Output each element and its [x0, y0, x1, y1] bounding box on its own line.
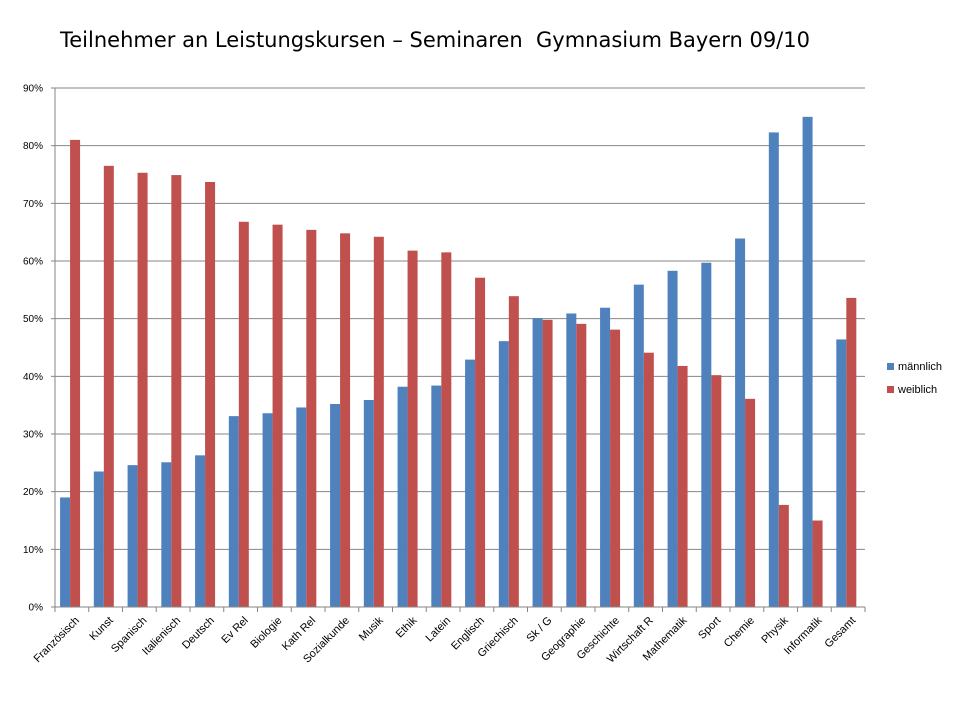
bar-maennlich [60, 497, 71, 607]
bar-weiblich [745, 398, 756, 607]
x-tick-label: Kunst [87, 615, 115, 643]
bar-weiblich [475, 277, 486, 607]
bar-weiblich [711, 375, 722, 607]
legend-label: weiblich [897, 384, 937, 396]
gridlines [55, 87, 865, 550]
y-tick-labels: 0% 10% 20% 30% 40% 50% 60% 70% 80% 90% [23, 84, 43, 614]
x-tick-label: Latein [424, 615, 454, 645]
bar-maennlich [701, 262, 712, 607]
bar-weiblich [407, 250, 418, 607]
bar-maennlich [363, 399, 374, 607]
bar-weiblich [272, 224, 283, 608]
bars [60, 116, 857, 608]
x-tick-label: Chemie [722, 615, 757, 650]
bar-maennlich [600, 307, 611, 607]
bar-weiblich [306, 229, 317, 608]
bar-maennlich [498, 341, 509, 607]
bar-maennlich [633, 284, 644, 607]
x-tick-label: Ev Rel [219, 615, 250, 646]
bar-weiblich [812, 520, 823, 607]
bar-maennlich [532, 318, 543, 607]
bar-maennlich [161, 462, 172, 607]
bar-maennlich [566, 313, 577, 607]
bar-weiblich [238, 221, 249, 607]
y-tick-label: 50% [23, 314, 43, 325]
bar-weiblich [103, 165, 114, 607]
x-tick-label: Sk / G [524, 615, 554, 645]
x-tick-labels: Französisch KunstSpanischItalienischDeuts… [32, 614, 859, 665]
bar-weiblich [508, 296, 519, 607]
y-tick-label: 20% [23, 487, 43, 498]
y-tick-label: 90% [23, 84, 43, 95]
bar-weiblich [846, 297, 857, 607]
bar-weiblich [171, 175, 182, 607]
bar-maennlich [93, 471, 104, 607]
y-tick-label: 10% [23, 545, 43, 556]
x-tick-label: Französisch [32, 615, 82, 665]
bar-maennlich [195, 455, 206, 607]
x-tick-label: Gesamt [823, 615, 859, 651]
bar-weiblich [542, 319, 553, 607]
chart-title: Teilnehmer an Leistungskursen – Seminare… [60, 28, 810, 52]
legend: männlich weiblich [887, 361, 942, 396]
bar-maennlich [667, 270, 678, 607]
legend-label: männlich [898, 361, 942, 373]
bar-weiblich [70, 139, 81, 607]
bar-weiblich [340, 233, 351, 607]
y-tick-label: 0% [29, 603, 44, 614]
bar-maennlich [262, 413, 273, 607]
x-tick-label: Physik [759, 614, 791, 646]
bar-weiblich [205, 181, 216, 607]
bar-maennlich [465, 359, 476, 607]
bar-maennlich [735, 238, 746, 607]
bar-weiblich [643, 352, 654, 607]
bar-weiblich [778, 504, 789, 607]
bar-weiblich [441, 252, 452, 607]
x-tick-label: Musik [357, 614, 386, 643]
x-tick-label: Deutsch [180, 615, 217, 652]
bar-weiblich [137, 172, 148, 607]
y-tick-label: 70% [23, 199, 43, 210]
legend-swatch [887, 386, 894, 393]
y-tick-label: 30% [23, 430, 43, 441]
bar-weiblich [373, 236, 384, 607]
bar-maennlich [228, 416, 239, 607]
bar-weiblich [610, 329, 621, 607]
bar-maennlich [397, 386, 408, 607]
bar-maennlich [127, 465, 138, 607]
y-tick-label: 40% [23, 372, 43, 383]
bar-maennlich [296, 407, 307, 607]
axes [51, 87, 866, 612]
bar-weiblich [677, 365, 688, 607]
x-tick-label: Sport [696, 615, 723, 642]
bar-maennlich [431, 385, 442, 607]
x-tick-label: Ethik [394, 614, 420, 640]
bar-maennlich [802, 116, 813, 607]
bar-maennlich [836, 339, 847, 607]
y-tick-label: 60% [23, 257, 43, 268]
bar-maennlich [330, 404, 341, 607]
legend-swatch [887, 363, 894, 370]
bar-maennlich [768, 132, 779, 608]
y-tick-label: 80% [23, 141, 43, 152]
bar-weiblich [576, 323, 587, 607]
x-tick-label: Biologie [248, 615, 284, 651]
